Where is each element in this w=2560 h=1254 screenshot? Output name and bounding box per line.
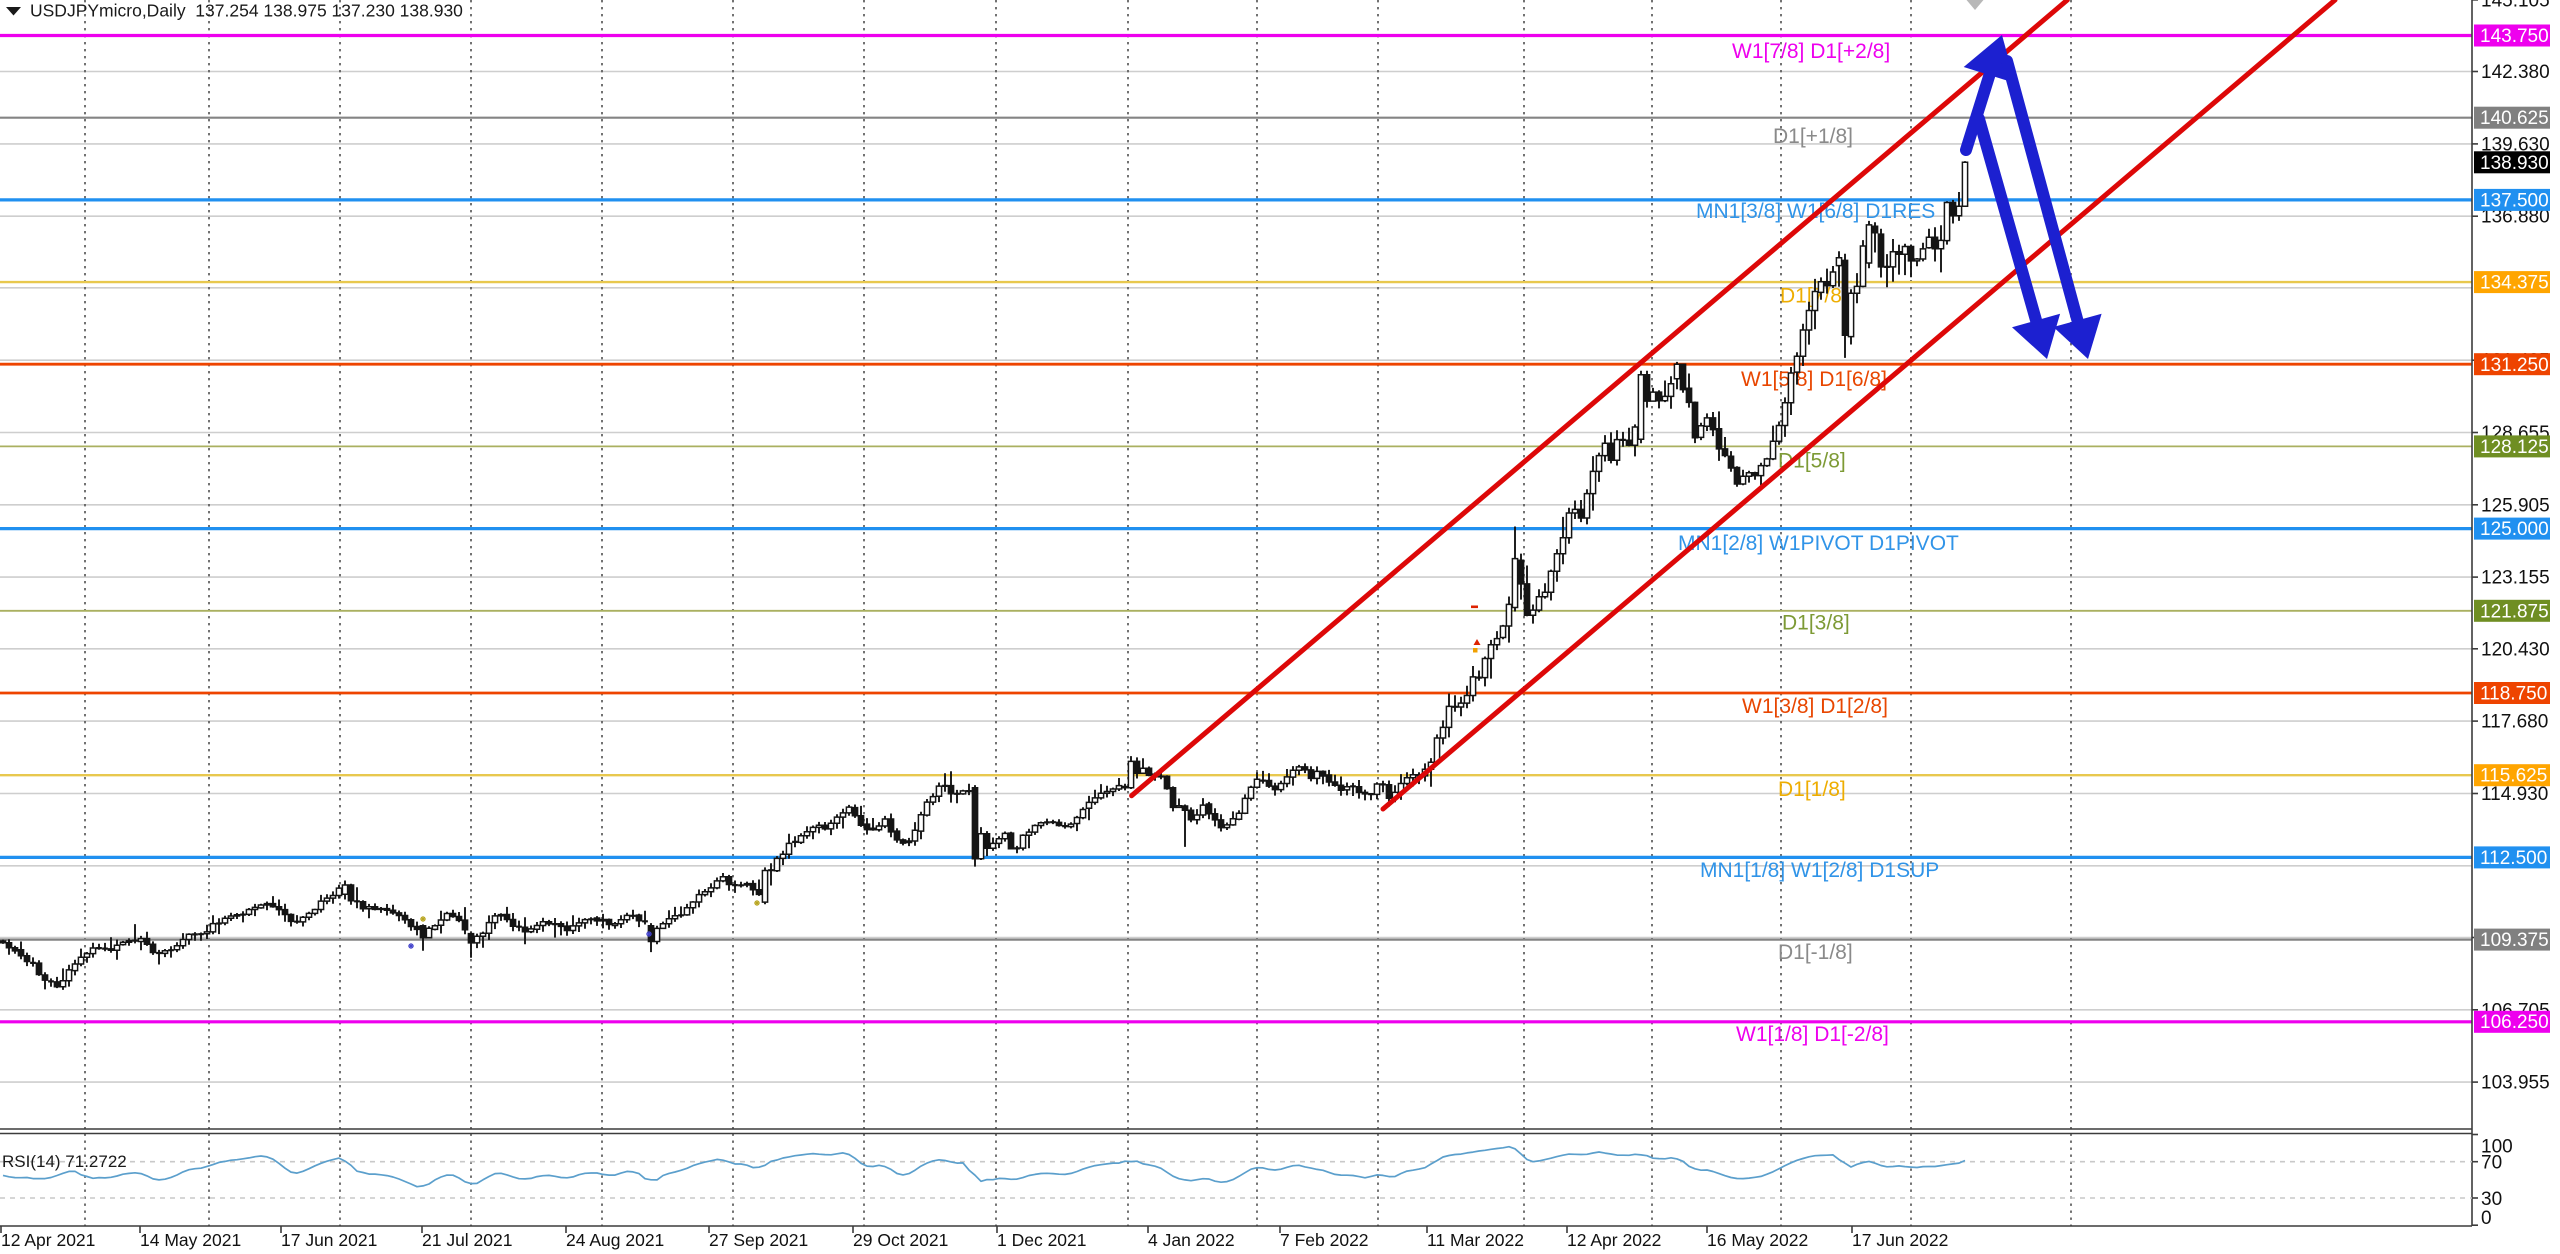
svg-text:W1[7/8] D1[+2/8]: W1[7/8] D1[+2/8] [1732, 40, 1890, 63]
svg-text:16 May 2022: 16 May 2022 [1707, 1230, 1808, 1250]
svg-text:D1[5/8]: D1[5/8] [1778, 450, 1846, 473]
svg-text:MN1[1/8] W1[2/8] D1SUP: MN1[1/8] W1[2/8] D1SUP [1700, 859, 1939, 882]
svg-text:123.155: 123.155 [2481, 568, 2550, 589]
svg-text:139.630: 139.630 [2481, 134, 2550, 155]
svg-text:145.105: 145.105 [2481, 0, 2550, 11]
svg-text:27 Sep 2021: 27 Sep 2021 [709, 1230, 808, 1250]
svg-text:136.880: 136.880 [2481, 207, 2550, 228]
svg-text:125.905: 125.905 [2481, 495, 2550, 516]
svg-text:14 May 2021: 14 May 2021 [140, 1230, 241, 1250]
svg-text:143.750: 143.750 [2480, 26, 2549, 47]
svg-text:70: 70 [2481, 1153, 2502, 1174]
svg-text:12 Apr 2021: 12 Apr 2021 [1, 1230, 95, 1250]
svg-text:30: 30 [2481, 1189, 2502, 1210]
svg-text:140.625: 140.625 [2480, 108, 2549, 129]
svg-text:0: 0 [2481, 1208, 2492, 1229]
svg-text:112.500: 112.500 [2480, 848, 2547, 869]
svg-text:D1[3/8]: D1[3/8] [1782, 612, 1850, 635]
svg-text:W1[3/8] D1[2/8]: W1[3/8] D1[2/8] [1742, 695, 1888, 718]
svg-text:24 Aug 2021: 24 Aug 2021 [566, 1230, 664, 1250]
svg-text:115.625: 115.625 [2480, 766, 2547, 787]
svg-text:11 Mar 2022: 11 Mar 2022 [1427, 1230, 1524, 1250]
svg-text:21 Jul 2021: 21 Jul 2021 [422, 1230, 513, 1250]
svg-text:142.380: 142.380 [2481, 62, 2550, 83]
svg-text:12 Apr 2022: 12 Apr 2022 [1567, 1230, 1661, 1250]
svg-text:17 Jun 2022: 17 Jun 2022 [1852, 1230, 1948, 1250]
svg-text:103.955: 103.955 [2481, 1073, 2550, 1094]
svg-text:131.250: 131.250 [2480, 355, 2549, 376]
svg-text:114.930: 114.930 [2481, 784, 2548, 805]
svg-text:1 Dec 2021: 1 Dec 2021 [997, 1230, 1087, 1250]
svg-text:USDJPYmicro,Daily 137.254 138: USDJPYmicro,Daily 137.254 138.975 137.23… [30, 1, 463, 21]
svg-text:W1[5/8] D1[6/8]: W1[5/8] D1[6/8] [1741, 368, 1887, 391]
svg-text:128.125: 128.125 [2480, 437, 2549, 458]
svg-text:D1[-1/8]: D1[-1/8] [1778, 941, 1853, 964]
svg-text:106.250: 106.250 [2480, 1012, 2549, 1033]
svg-text:121.875: 121.875 [2480, 601, 2549, 622]
svg-text:29 Oct 2021: 29 Oct 2021 [853, 1230, 948, 1250]
svg-text:D1[1/8]: D1[1/8] [1778, 778, 1846, 801]
svg-text:137.500: 137.500 [2480, 190, 2549, 211]
svg-text:D1[+1/8]: D1[+1/8] [1773, 125, 1853, 148]
svg-text:RSI(14) 71.2722: RSI(14) 71.2722 [2, 1152, 127, 1171]
svg-text:125.000: 125.000 [2480, 519, 2549, 540]
svg-text:MN1[2/8] W1PIVOT D1PIVOT: MN1[2/8] W1PIVOT D1PIVOT [1678, 532, 1959, 555]
svg-text:17 Jun 2021: 17 Jun 2021 [281, 1230, 377, 1250]
svg-text:134.375: 134.375 [2480, 273, 2549, 294]
svg-text:W1[1/8] D1[-2/8]: W1[1/8] D1[-2/8] [1736, 1023, 1889, 1046]
svg-text:7 Feb 2022: 7 Feb 2022 [1280, 1230, 1369, 1250]
svg-text:109.375: 109.375 [2480, 930, 2549, 951]
svg-text:138.930: 138.930 [2480, 153, 2549, 174]
svg-text:118.750: 118.750 [2480, 684, 2547, 705]
svg-text:100: 100 [2481, 1137, 2513, 1158]
svg-text:4 Jan 2022: 4 Jan 2022 [1148, 1230, 1235, 1250]
svg-text:117.680: 117.680 [2481, 712, 2548, 733]
svg-text:120.430: 120.430 [2481, 639, 2550, 660]
